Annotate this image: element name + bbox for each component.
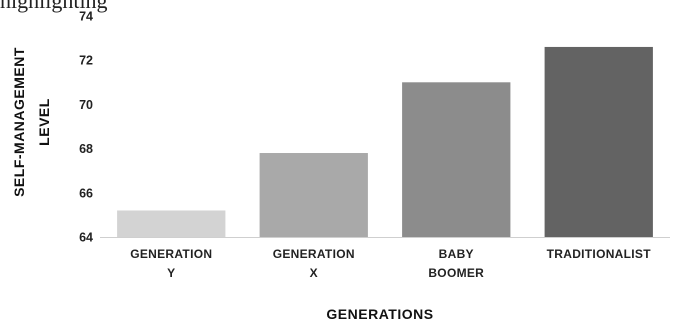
x-axis-title: GENERATIONS — [326, 306, 433, 322]
y-tick-label: 66 — [79, 186, 93, 200]
y-tick-label: 64 — [79, 231, 93, 245]
y-tick-label: 74 — [79, 10, 93, 24]
page-header-fragment: highlighting — [0, 0, 108, 13]
y-axis-ticks: 64 66 68 70 72 74 — [79, 10, 93, 245]
x-tick-label: TRADITIONALIST — [547, 247, 652, 261]
bar — [117, 210, 226, 237]
x-tick-label: BABY BOOMER — [428, 247, 484, 280]
x-tick-label: GENERATION Y — [130, 247, 212, 280]
x-tick-label: GENERATION X — [273, 247, 355, 280]
bars — [117, 46, 653, 237]
y-tick-label: 70 — [79, 98, 93, 112]
y-axis-title-text: SELF-MANAGEMENT LEVEL — [11, 47, 52, 197]
bar — [402, 82, 511, 237]
bar — [259, 153, 368, 237]
y-axis-title: SELF-MANAGEMENT LEVEL — [11, 47, 52, 197]
x-axis-tick-labels: GENERATION Y GENERATION X BABY BOOMER TRADITIO… — [130, 247, 651, 280]
y-tick-label: 68 — [79, 142, 93, 156]
bar — [544, 46, 653, 237]
y-tick-label: 72 — [79, 54, 93, 68]
